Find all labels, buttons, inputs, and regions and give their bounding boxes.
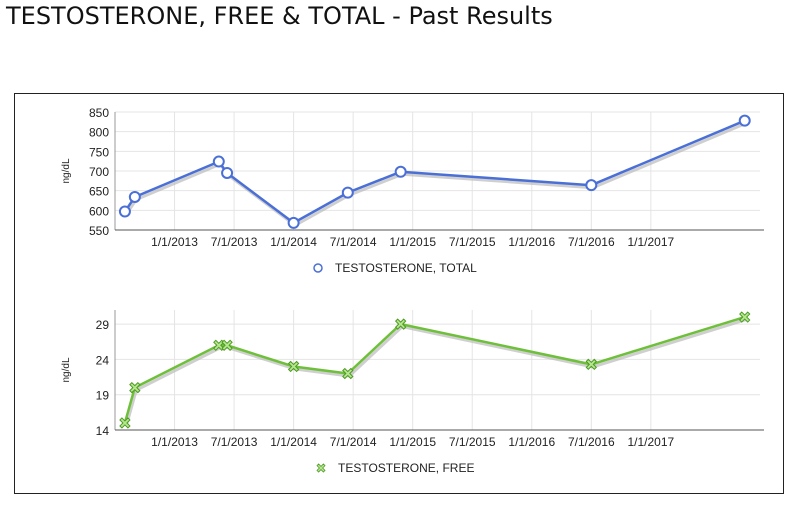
legend-label: TESTOSTERONE, TOTAL [335,261,477,275]
x-tick-label: 7/1/2013 [211,435,258,449]
y-tick-label: 850 [89,106,109,120]
data-point [128,190,141,203]
x-marker-icon [119,417,131,429]
data-point [118,205,131,218]
y-tick-label: 750 [89,145,109,159]
x-marker-icon [394,318,407,330]
y-tick-label: 19 [96,389,110,403]
y-axis-label: ng/dL [61,357,72,382]
x-tick-label: 7/1/2016 [568,235,615,249]
x-tick-label: 1/1/2014 [270,435,317,449]
x-tick-label: 7/1/2014 [330,235,377,249]
x-tick-label: 1/1/2017 [627,435,674,449]
data-point [585,358,598,371]
x-tick-label: 1/1/2013 [151,235,198,249]
legend-marker-icon [316,463,326,473]
total-chart: 1/1/2013 7/1/2013 1/1/2014 7/1/2014 1/1/2015… [61,106,764,275]
data-point [212,155,225,168]
data-point [585,179,598,192]
legend: TESTOSTERONE, FREE [316,461,474,475]
y-tick-label: 600 [89,204,109,218]
data-point [287,360,300,373]
x-tick-label: 1/1/2015 [389,435,436,449]
data-point [738,114,751,127]
y-axis-label: ng/dL [61,158,72,183]
chart-frame: 1/1/2013 7/1/2013 1/1/2014 7/1/2014 1/1/2015… [14,93,784,494]
x-tick-label: 7/1/2015 [449,235,496,249]
x-tick-label: 7/1/2013 [211,235,258,249]
x-tick-label: 1/1/2017 [627,235,674,249]
x-tick-label: 1/1/2016 [508,435,555,449]
x-marker-icon [342,367,354,380]
x-marker-icon [739,311,751,323]
legend: TESTOSTERONE, TOTAL [313,261,477,275]
series-line-shadow [124,318,747,426]
x-tick-label: 1/1/2015 [389,235,436,249]
y-tick-label: 14 [96,424,110,438]
x-marker-icon [129,381,141,394]
legend-label: TESTOSTERONE, FREE [338,461,474,475]
x-tick-label: 1/1/2013 [151,435,198,449]
x-tick-label: 1/1/2016 [508,235,555,249]
x-marker-icon [585,358,598,371]
y-tick-label: 650 [89,185,109,199]
page-title: TESTOSTERONE, FREE & TOTAL - Past Result… [6,2,553,30]
y-tick-label: 800 [89,126,109,140]
data-point [119,417,131,429]
legend-marker-icon [313,263,323,273]
series-line [123,119,746,225]
y-tick-label: 29 [96,318,110,332]
data-point [129,381,141,394]
data-point [739,311,751,323]
x-tick-label: 7/1/2016 [568,435,615,449]
x-marker-icon [287,360,300,373]
x-tick-label: 7/1/2015 [449,435,496,449]
x-tick-label: 7/1/2014 [330,435,377,449]
x-tick-label: 1/1/2014 [270,235,317,249]
y-tick-label: 550 [89,224,109,238]
data-point [394,165,407,178]
data-point [287,216,300,229]
data-point [394,318,407,330]
data-point [342,367,354,380]
y-tick-label: 24 [96,353,110,367]
data-point [341,186,354,199]
data-point [221,339,233,352]
x-marker-icon [221,339,233,352]
charts-canvas: 1/1/2013 7/1/2013 1/1/2014 7/1/2014 1/1/2015… [61,106,764,475]
free-chart: 1/1/2013 7/1/2013 1/1/2014 7/1/2014 1/1/2015… [61,310,764,475]
data-point [221,166,234,179]
y-tick-label: 700 [89,165,109,179]
